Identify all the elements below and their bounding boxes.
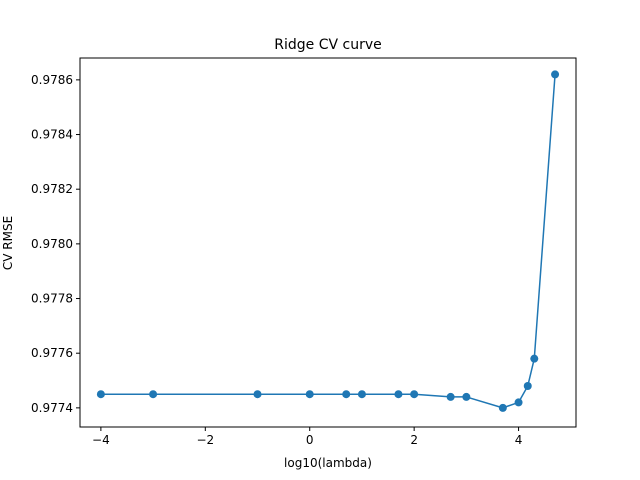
y-tick-label: 0.9784 <box>31 128 73 142</box>
x-tick-label: 0 <box>306 433 314 447</box>
data-point <box>462 392 471 401</box>
data-point <box>342 390 351 399</box>
y-tick-label: 0.9782 <box>31 182 73 196</box>
y-tick-label: 0.9786 <box>31 73 73 87</box>
data-point <box>410 390 419 399</box>
data-point <box>357 390 366 399</box>
x-axis-label: log10(lambda) <box>284 456 372 470</box>
plot-area <box>80 58 576 427</box>
x-tick-label: 4 <box>515 433 523 447</box>
x-tick-label: −4 <box>92 433 110 447</box>
data-point <box>498 403 507 412</box>
plot-frame <box>79 57 577 428</box>
data-point <box>253 390 262 399</box>
chart-title: Ridge CV curve <box>274 37 381 53</box>
data-point <box>446 392 455 401</box>
y-tick-label: 0.9778 <box>31 292 73 306</box>
data-point <box>523 382 532 390</box>
y-axis-ticks: 0.9774 0.9776 0.9778 0.9780 0.9782 0.9784 0.97… <box>31 73 80 415</box>
x-tick-label: 2 <box>410 433 418 447</box>
data-point <box>96 390 105 399</box>
y-tick-label: 0.9780 <box>31 237 73 251</box>
data-point <box>551 70 560 79</box>
data-point <box>514 398 523 407</box>
y-tick-label: 0.9776 <box>31 346 73 360</box>
chart-marks <box>96 70 560 412</box>
data-point <box>305 390 314 399</box>
x-tick-label: −2 <box>196 433 214 447</box>
y-tick-label: 0.9774 <box>31 401 73 415</box>
data-point <box>149 390 158 399</box>
data-point <box>394 390 403 399</box>
y-axis-label: CV RMSE <box>1 216 15 270</box>
x-axis-ticks: −4 −2 0 2 4 <box>92 427 522 447</box>
data-point <box>530 354 539 363</box>
